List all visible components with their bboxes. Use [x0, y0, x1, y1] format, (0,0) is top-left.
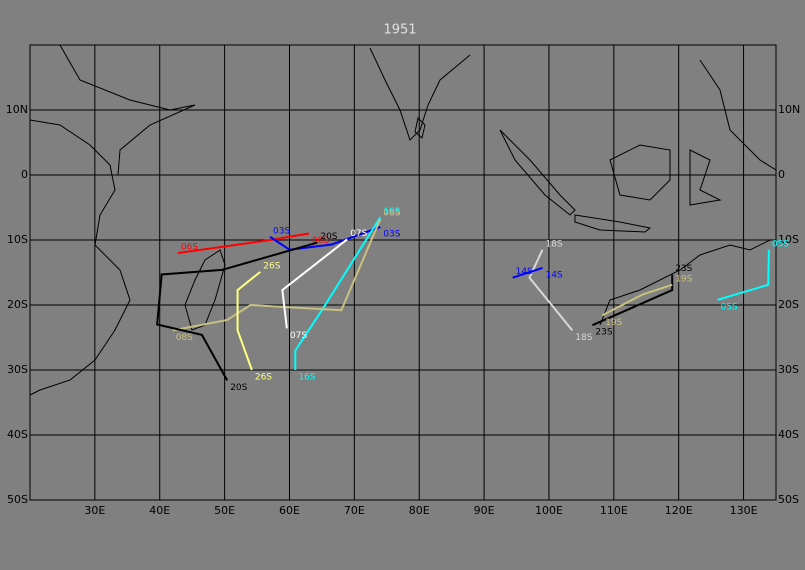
- track-label-end: 06S: [312, 236, 329, 246]
- storm-track: [528, 249, 574, 331]
- storm-track: [294, 216, 382, 370]
- lon-label: 100E: [535, 504, 563, 517]
- java: [574, 214, 652, 233]
- storm-track: [156, 241, 318, 381]
- storm-track: [717, 249, 770, 301]
- madagascar: [184, 249, 226, 331]
- track-label-end: 18S: [575, 333, 592, 343]
- lat-label-left: 30S: [7, 363, 28, 376]
- track-label-start: 07S: [350, 229, 367, 239]
- lat-label-left: 10S: [7, 233, 28, 246]
- storm-track: [512, 266, 543, 279]
- lon-label: 120E: [665, 504, 693, 517]
- lat-label-right: 20S: [778, 298, 799, 311]
- lon-label: 90E: [474, 504, 495, 517]
- track-label-start: 06S: [181, 243, 198, 253]
- storm-track: [281, 238, 348, 329]
- sulawesi: [689, 149, 722, 206]
- track-label-start: 16S: [383, 207, 400, 217]
- track-label-start: 20S: [320, 232, 337, 242]
- track-label-end: 26S: [255, 373, 272, 383]
- lon-label: 130E: [730, 504, 758, 517]
- track-label-start: 05S: [772, 239, 789, 249]
- track-label-end: 03S: [383, 230, 400, 240]
- lat-label-left: 10N: [6, 103, 28, 116]
- track-label-end: 14S: [545, 270, 562, 280]
- track-label-start: 03S: [273, 226, 290, 236]
- track-label-start: 23S: [675, 264, 692, 274]
- title: 1951: [383, 23, 416, 38]
- lat-label-right: 50S: [778, 493, 799, 506]
- storm-track: [269, 226, 381, 251]
- storm-track: [172, 218, 382, 332]
- track-label-start: 26S: [263, 261, 280, 271]
- africa-coast: [29, 119, 131, 396]
- coastlines: [29, 44, 777, 396]
- track-label-end: 23S: [595, 328, 612, 338]
- sri-lanka: [414, 116, 426, 139]
- lon-label: 30E: [84, 504, 105, 517]
- track-label-end: 19S: [605, 318, 622, 328]
- storm-track: [601, 283, 673, 317]
- storm-track: [177, 232, 310, 254]
- lon-label: 70E: [344, 504, 365, 517]
- track-label-start: 14S: [516, 267, 533, 277]
- australia-coast: [599, 239, 776, 326]
- lat-label-left: 0: [21, 168, 28, 181]
- lat-label-left: 50S: [7, 493, 28, 506]
- track-label-start: 08S: [383, 209, 400, 219]
- borneo: [609, 144, 671, 201]
- lat-label-right: 0: [778, 168, 785, 181]
- track-label-end: 20S: [230, 383, 247, 393]
- sumatra: [499, 129, 576, 216]
- lat-label-right: 40S: [778, 428, 799, 441]
- lon-label: 110E: [600, 504, 628, 517]
- track-label-start: 18S: [545, 239, 562, 249]
- philippines-coast: [699, 59, 777, 171]
- lat-label-right: 30S: [778, 363, 799, 376]
- track-label-end: 07S: [290, 331, 307, 341]
- lon-label: 50E: [214, 504, 235, 517]
- map-frame: [29, 44, 777, 501]
- lat-label-left: 40S: [7, 428, 28, 441]
- lon-label: 60E: [279, 504, 300, 517]
- track-label-end: 08S: [176, 333, 193, 343]
- lat-label-left: 20S: [7, 298, 28, 311]
- lon-label: 40E: [149, 504, 170, 517]
- storm-track: [592, 274, 674, 327]
- arabia-coast: [59, 44, 196, 176]
- india-coast: [369, 47, 471, 141]
- storm-track: [236, 271, 261, 371]
- lat-label-right: 10S: [778, 233, 799, 246]
- track-label-start: 19S: [675, 274, 692, 284]
- track-label-end: 05S: [721, 302, 738, 312]
- lat-label-right: 10N: [778, 103, 800, 116]
- lon-label: 80E: [409, 504, 430, 517]
- track-label-end: 16S: [298, 373, 315, 383]
